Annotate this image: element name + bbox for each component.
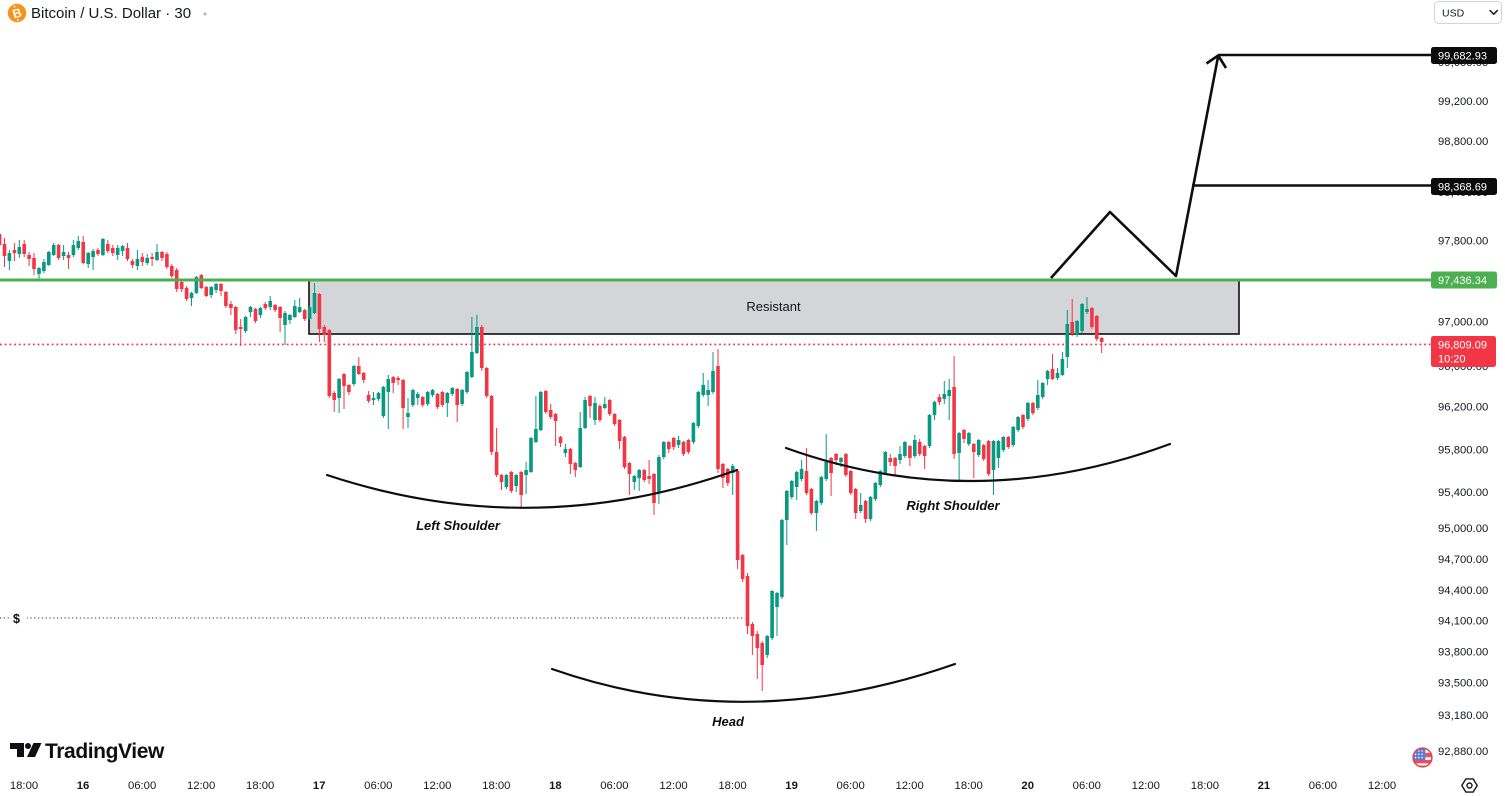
svg-text:19: 19 [785, 780, 798, 792]
svg-text:94,100.00: 94,100.00 [1438, 615, 1488, 627]
svg-text:99,682.93: 99,682.93 [1438, 51, 1487, 63]
svg-text:94,700.00: 94,700.00 [1438, 554, 1488, 566]
svg-text:99,200.00: 99,200.00 [1438, 96, 1488, 108]
svg-text:12:00: 12:00 [1368, 780, 1396, 792]
svg-text:12:00: 12:00 [1132, 780, 1160, 792]
svg-text:98,368.69: 98,368.69 [1438, 182, 1487, 194]
svg-text:USD: USD [1442, 8, 1465, 20]
svg-text:93,800.00: 93,800.00 [1438, 647, 1488, 659]
svg-text:96,200.00: 96,200.00 [1438, 402, 1488, 414]
svg-text:96,809.09: 96,809.09 [1438, 340, 1487, 352]
svg-text:17: 17 [313, 780, 326, 792]
svg-text:16: 16 [77, 780, 90, 792]
svg-text:B: B [11, 6, 23, 22]
svg-text:18:00: 18:00 [10, 780, 38, 792]
svg-text:98,800.00: 98,800.00 [1438, 136, 1488, 148]
svg-text:95,800.00: 95,800.00 [1438, 445, 1488, 457]
svg-text:21: 21 [1258, 780, 1271, 792]
svg-text:18: 18 [549, 780, 562, 792]
svg-text:TradingView: TradingView [45, 740, 165, 763]
svg-text:97,800.00: 97,800.00 [1438, 235, 1488, 247]
svg-text:97,000.00: 97,000.00 [1438, 316, 1488, 328]
svg-text:Right Shoulder: Right Shoulder [906, 498, 1000, 513]
svg-text:06:00: 06:00 [1073, 780, 1101, 792]
svg-text:06:00: 06:00 [836, 780, 864, 792]
svg-text:18:00: 18:00 [482, 780, 510, 792]
svg-text:06:00: 06:00 [128, 780, 156, 792]
svg-text:12:00: 12:00 [659, 780, 687, 792]
svg-text:18:00: 18:00 [718, 780, 746, 792]
svg-text:95,000.00: 95,000.00 [1438, 523, 1488, 535]
svg-text:95,400.00: 95,400.00 [1438, 487, 1488, 499]
svg-text:$: $ [13, 612, 20, 626]
svg-text:18:00: 18:00 [1191, 780, 1219, 792]
svg-text:97,436.34: 97,436.34 [1438, 275, 1487, 287]
svg-text:06:00: 06:00 [600, 780, 628, 792]
svg-text:12:00: 12:00 [187, 780, 215, 792]
svg-text:06:00: 06:00 [1309, 780, 1337, 792]
svg-text:18:00: 18:00 [955, 780, 983, 792]
svg-text:Bitcoin / U.S. Dollar · 30: Bitcoin / U.S. Dollar · 30 [31, 5, 191, 22]
svg-text:20: 20 [1021, 780, 1034, 792]
svg-text:06:00: 06:00 [364, 780, 392, 792]
svg-text:Resistant: Resistant [746, 299, 801, 314]
svg-text:92,880.00: 92,880.00 [1438, 746, 1488, 758]
svg-text:93,500.00: 93,500.00 [1438, 678, 1488, 690]
svg-text:Head: Head [712, 714, 745, 729]
svg-text:12:00: 12:00 [423, 780, 451, 792]
svg-text:93,180.00: 93,180.00 [1438, 710, 1488, 722]
svg-text:10:20: 10:20 [1438, 354, 1466, 366]
svg-text:12:00: 12:00 [895, 780, 923, 792]
svg-text:Left Shoulder: Left Shoulder [416, 518, 501, 533]
svg-text:18:00: 18:00 [246, 780, 274, 792]
svg-text:94,400.00: 94,400.00 [1438, 585, 1488, 597]
